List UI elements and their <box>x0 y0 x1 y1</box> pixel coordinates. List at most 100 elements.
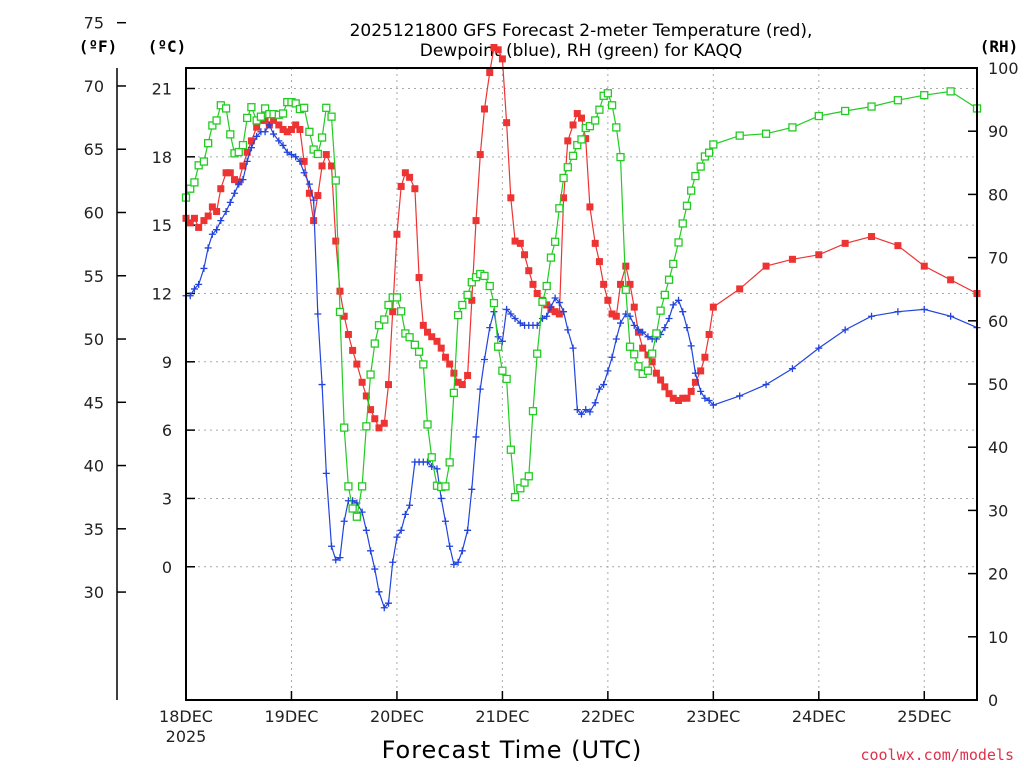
temperature-point <box>480 105 488 113</box>
temperature-point <box>349 346 357 354</box>
dewpoint-point <box>709 401 717 409</box>
year-label: 2025 <box>166 727 207 746</box>
dewpoint-point <box>441 517 449 525</box>
temperature-point <box>586 203 594 211</box>
dewpoint-point <box>490 308 498 316</box>
temperature-point <box>490 44 498 52</box>
dewpoint-point <box>208 230 216 238</box>
rh-point <box>634 362 643 371</box>
rh-point <box>502 374 511 384</box>
dewpoint-point <box>691 369 699 377</box>
rh-point <box>648 349 657 358</box>
dewpoint-point <box>815 344 823 352</box>
dewpoint-point <box>578 410 585 418</box>
rh-point <box>331 176 340 185</box>
dewpoint-point <box>788 365 796 373</box>
dewpoint-point <box>247 144 255 152</box>
temperature-point <box>344 330 352 338</box>
celsius-tick-label: 6 <box>162 421 172 440</box>
dewpoint-point <box>472 433 480 441</box>
temperature-point <box>458 381 466 389</box>
rh-point <box>607 101 617 110</box>
fahrenheit-tick-label: 55 <box>84 267 104 286</box>
dewpoint-point <box>384 599 392 607</box>
dewpoint-point <box>569 344 577 352</box>
temperature-point <box>195 223 203 231</box>
temperature-point <box>600 280 608 288</box>
fahrenheit-tick-label: 40 <box>84 457 104 476</box>
chart-title-line-2: Dewpoint (blue), RH (green) for KAQQ <box>420 41 743 61</box>
rh-point <box>920 91 929 100</box>
rh-point <box>621 285 630 294</box>
rh-point <box>630 350 639 359</box>
temperature-point <box>626 280 634 288</box>
fahrenheit-tick-label: 70 <box>84 77 104 96</box>
dewpoint-point <box>511 315 519 323</box>
temperature-point <box>401 169 409 177</box>
time-tick-label: 19DEC <box>264 707 318 726</box>
rh-point <box>348 504 357 513</box>
temperature-point <box>868 233 876 241</box>
temperature-point <box>648 358 656 366</box>
rh-point <box>291 99 300 108</box>
rh-axis-ticks: 0 10 20 30 40 50 60 70 80 90 100 <box>968 59 1019 710</box>
temperature-point <box>204 212 212 220</box>
time-tick-label: 23DEC <box>686 707 740 726</box>
temperature-point <box>591 239 599 247</box>
rh-point <box>761 129 771 138</box>
temperature-point <box>661 383 669 391</box>
temperature-point <box>419 321 427 329</box>
temperature-point <box>328 162 336 170</box>
rh-point <box>612 123 621 132</box>
temperature-point <box>389 308 397 316</box>
dewpoint-point <box>450 560 458 568</box>
temperature-point <box>200 217 208 225</box>
rh-point <box>317 133 327 142</box>
temperature-point <box>310 217 318 225</box>
dewpoint-point <box>393 533 401 541</box>
fahrenheit-unit-label: (ºF) <box>79 37 118 56</box>
dewpoint-point <box>261 128 269 136</box>
dewpoint-point <box>433 465 441 473</box>
rh-point <box>256 112 266 121</box>
temperature-point <box>560 194 568 202</box>
temperature-point <box>669 394 677 402</box>
temperature-point <box>275 121 283 129</box>
dewpoint-point <box>503 305 511 313</box>
temperature-point <box>595 258 603 266</box>
x-axis-label: Forecast Time (UTC) <box>382 736 643 764</box>
temperature-point <box>322 151 330 159</box>
celsius-tick-label: 15 <box>152 216 172 235</box>
dewpoint-point <box>582 406 590 414</box>
rh-point <box>546 253 556 262</box>
dewpoint-point <box>617 319 625 327</box>
temperature-point <box>441 353 449 361</box>
celsius-tick-label: 12 <box>152 284 172 303</box>
rh-point <box>212 116 221 125</box>
dewpoint-point <box>322 469 330 477</box>
dewpoint-point <box>841 326 849 334</box>
dewpoint-point <box>608 353 616 361</box>
dewpoint-point <box>336 554 344 562</box>
celsius-axis-ticks: 0 3 6 9 12 15 18 21 <box>152 79 195 577</box>
dewpoint-point <box>318 381 326 389</box>
dewpoint-point <box>683 324 691 332</box>
celsius-unit-label: (ºC) <box>148 37 187 56</box>
rh-point <box>260 104 270 113</box>
dewpoint-point <box>600 381 608 389</box>
dewpoint-point <box>204 244 212 252</box>
dewpoint-point <box>305 180 313 188</box>
rh-point <box>467 278 476 287</box>
rh-point <box>616 152 625 162</box>
temperature-point <box>578 114 585 122</box>
dewpoint-point <box>239 176 247 184</box>
temperature-point <box>762 262 770 270</box>
rh-unit-label: (RH) <box>980 37 1019 56</box>
temperature-point <box>222 169 230 177</box>
dewpoint-point <box>406 501 414 509</box>
time-tick-label: 18DEC <box>159 707 213 726</box>
dewpoint-point <box>213 226 221 234</box>
dewpoint-point <box>736 392 744 400</box>
rh-point <box>423 420 432 429</box>
